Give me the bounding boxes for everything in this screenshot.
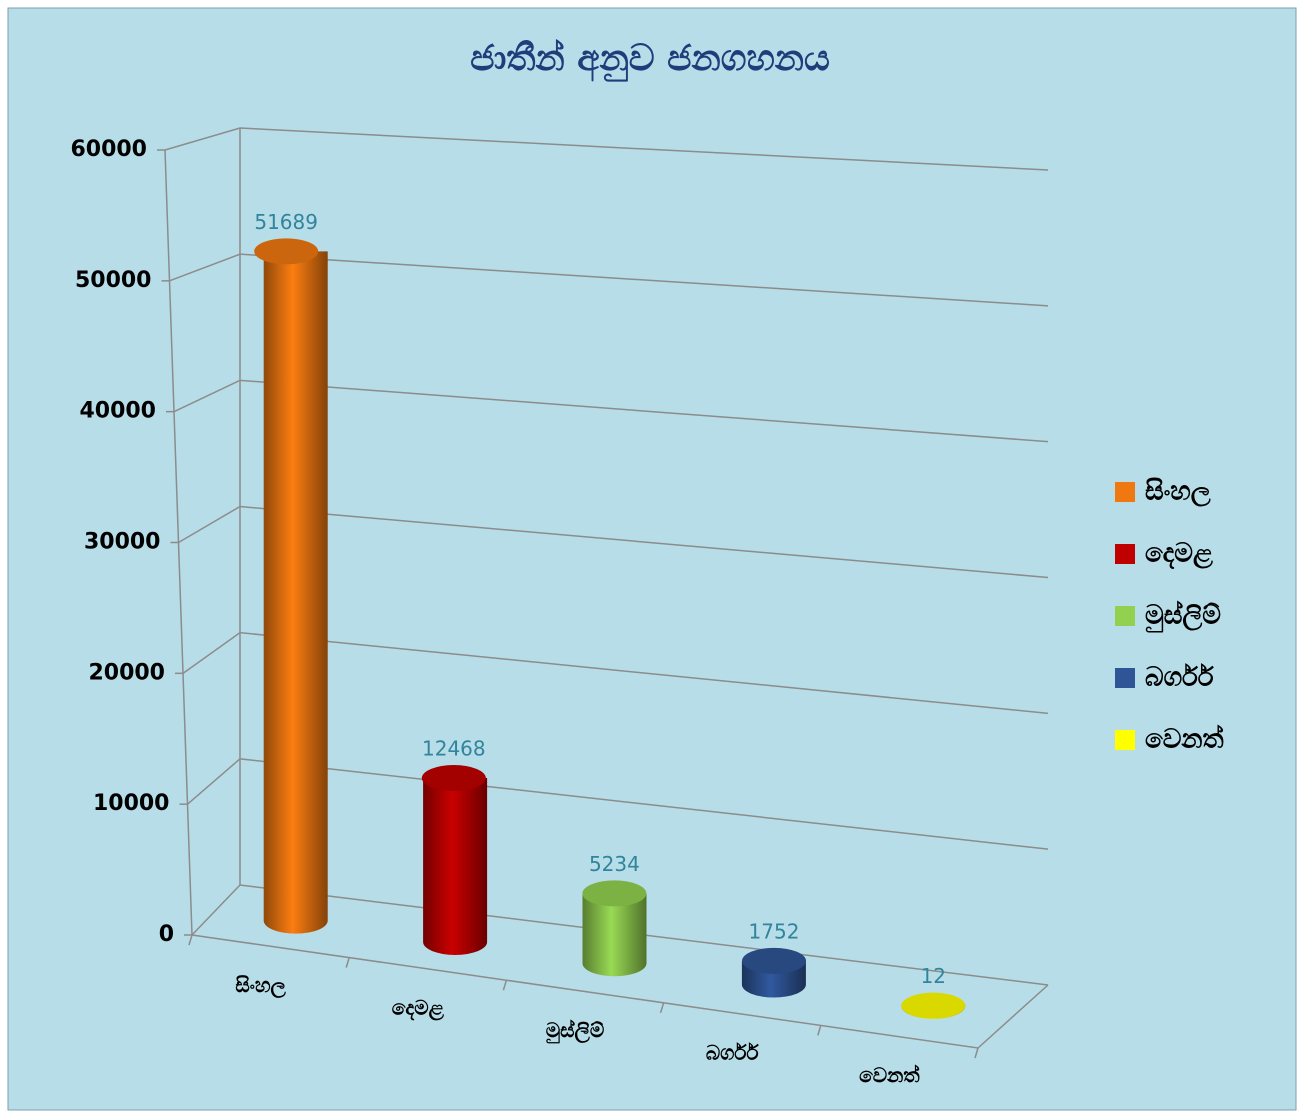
legend-swatch [1115,544,1135,564]
y-tick-label: 60000 [70,137,147,162]
legend-label: බර්ගර් [1145,663,1215,693]
bar-top [421,765,486,792]
legend-swatch [1115,482,1135,502]
grid-line [178,505,1049,579]
x-tick-label: මුස්ලිම් [546,1018,604,1045]
value-label: 51689 [254,210,318,234]
value-label: 12468 [422,737,486,761]
x-tick [659,1002,665,1014]
legend-label: දෙමළ [1145,539,1213,570]
legend-label: මුස්ලිම් [1145,600,1222,633]
bar [263,251,328,934]
x-tick [502,979,508,991]
x-tick-label: බර්ගර් [706,1041,760,1065]
value-label: 12 [921,964,946,988]
y-tick-label: 40000 [79,399,156,424]
value-label: 1752 [749,919,800,943]
y-tick-label: 30000 [84,530,161,555]
x-tick [188,934,193,946]
x-tick-label: වෙනත් [859,1063,920,1087]
bar-top [742,947,807,974]
bar-top [582,880,647,907]
grid-line [187,758,1049,850]
y-tick-label: 20000 [88,660,165,685]
legend-label: සිංහල [1145,477,1211,508]
x-tick [974,1047,979,1059]
legend-swatch [1115,606,1135,626]
grid-line [182,631,1049,715]
y-tick-label: 50000 [75,268,152,293]
legend-swatch [1115,730,1135,750]
x-tick [345,957,350,968]
legend-swatch [1115,668,1135,688]
grid-line [173,379,1049,443]
x-tick-label: සිංහල [235,973,286,999]
value-label: 5234 [589,852,640,876]
bar [582,893,647,977]
bar-top [254,238,319,265]
x-tick [817,1025,822,1036]
x-tick-label: දෙමළ [392,995,445,1021]
bar [423,778,488,955]
y-tick-label: 0 [159,922,174,947]
bar-top [901,992,966,1019]
legend-label: වෙනත් [1145,724,1224,754]
chart-background [7,7,1297,1111]
y-tick-label: 10000 [93,791,170,816]
grid-line [164,127,1049,171]
grid-line [169,253,1049,307]
chart-title: ජාතීන් අනුව ජනගහනය [470,38,830,83]
